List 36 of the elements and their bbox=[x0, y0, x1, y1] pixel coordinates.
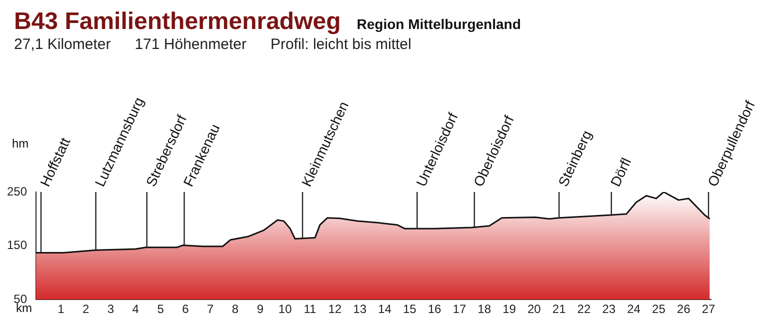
y-tick-label: 250 bbox=[6, 184, 28, 198]
y-axis-title: hm bbox=[12, 136, 29, 150]
x-tick-label: 5 bbox=[157, 302, 164, 316]
x-tick-label: 23 bbox=[602, 302, 616, 316]
chart-subtitle: Region Mittelburgenland bbox=[356, 16, 521, 32]
y-tick-label: 150 bbox=[6, 238, 28, 252]
text: 171 Höhenmeter bbox=[134, 36, 246, 53]
x-tick-label: 10 bbox=[278, 302, 292, 316]
text: 27,1 Kilometer bbox=[14, 36, 111, 53]
x-tick-label: 21 bbox=[552, 302, 566, 316]
x-tick-label: 22 bbox=[577, 302, 591, 316]
x-tick-label: 11 bbox=[304, 302, 317, 316]
x-tick-label: 26 bbox=[676, 302, 691, 316]
x-tick-label: 16 bbox=[428, 302, 442, 316]
x-tick-label: 20 bbox=[527, 302, 542, 316]
x-tick-label: 25 bbox=[652, 302, 666, 316]
x-tick-label: 15 bbox=[402, 302, 417, 316]
chart-title: B43 Familienthermenradweg bbox=[14, 8, 341, 35]
ref-line-label: Dörfl bbox=[607, 155, 634, 189]
x-tick-label: 13 bbox=[353, 302, 367, 316]
x-tick-label: 7 bbox=[207, 302, 214, 316]
x-tick-label: 3 bbox=[107, 302, 114, 316]
x-tick-label: 4 bbox=[132, 302, 140, 316]
x-tick-label: 24 bbox=[627, 302, 641, 316]
x-tick-label: 6 bbox=[182, 302, 190, 316]
x-tick-label: 14 bbox=[378, 302, 392, 316]
text: Profil: leicht bis mittel bbox=[270, 36, 412, 53]
x-tick-label: 12 bbox=[328, 302, 342, 316]
x-tick-label: 18 bbox=[478, 302, 492, 316]
x-tick-label: 27 bbox=[702, 302, 716, 316]
x-tick-label: 2 bbox=[82, 302, 90, 316]
x-tick-label: 17 bbox=[452, 302, 466, 316]
x-tick-label: 9 bbox=[256, 302, 264, 316]
x-tick-label: 19 bbox=[502, 302, 516, 316]
x-tick-label: 8 bbox=[232, 302, 239, 316]
x-tick-label: 1 bbox=[58, 302, 65, 316]
